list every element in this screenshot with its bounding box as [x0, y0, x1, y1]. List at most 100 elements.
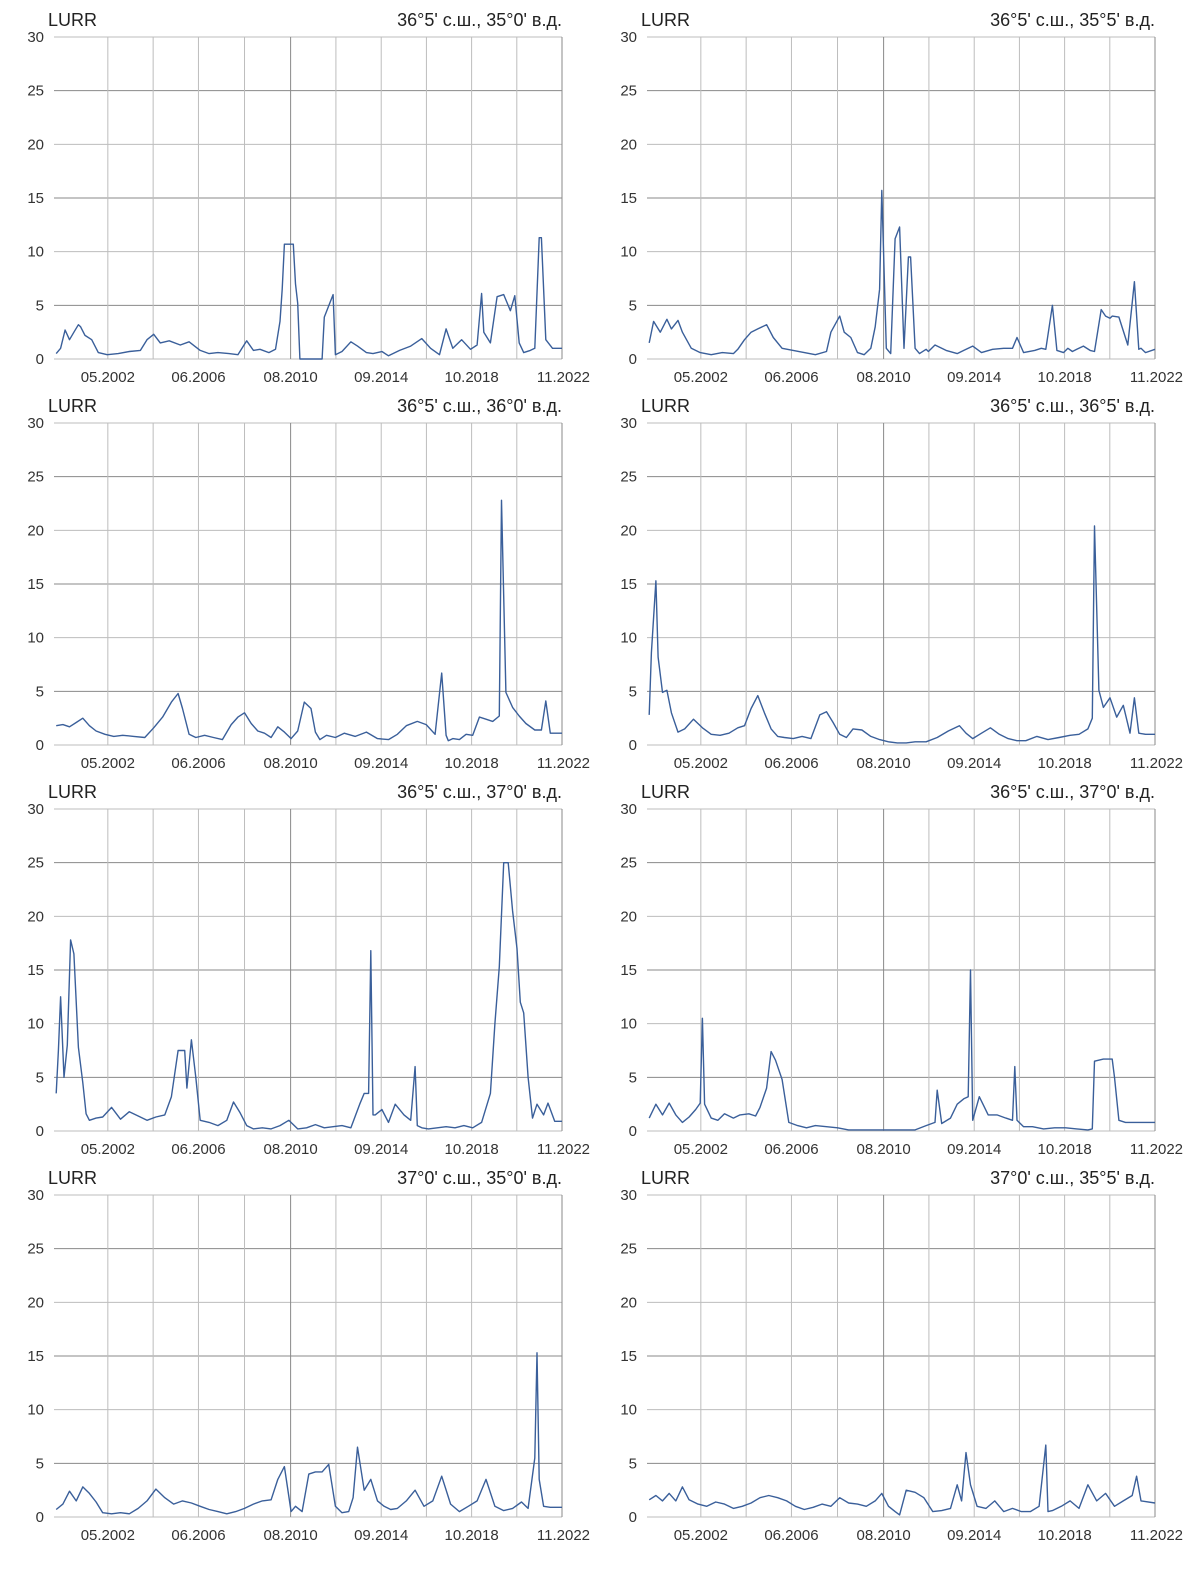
chart-svg: 0 5 10 15 20 25 30 05.2002 06.2006 08.2010 09.2014…	[620, 782, 1183, 1158]
x-tick-label: 06.2006	[764, 755, 818, 772]
y-tick-label: 5	[36, 297, 44, 314]
y-tick-label: 30	[620, 415, 637, 432]
chart-panel: 0 5 10 15 20 25 30 05.2002 06.2006 08.2010 09.2014…	[593, 0, 1185, 386]
y-tick-label: 30	[27, 1187, 44, 1204]
y-tick-label: 30	[27, 801, 44, 818]
y-tick-label: 20	[620, 136, 637, 153]
chart-title: LURR	[641, 1168, 690, 1188]
series-line	[55, 1352, 562, 1515]
x-tick-label: 05.2002	[674, 1141, 728, 1158]
y-tick-label: 25	[620, 83, 637, 100]
x-tick-label: 06.2006	[764, 369, 818, 386]
y-tick-label: 5	[629, 1069, 637, 1086]
x-tick-label: 11.2022	[537, 1141, 590, 1158]
x-tick-label: 08.2010	[856, 755, 910, 772]
x-tick-label: 10.2018	[1037, 1527, 1091, 1544]
y-tick-label: 15	[27, 962, 44, 979]
chart-panel: 0 5 10 15 20 25 30 05.2002 06.2006 08.2010 09.2014…	[593, 772, 1185, 1158]
y-tick-label: 5	[36, 1455, 44, 1472]
series-line	[648, 1444, 1156, 1516]
x-tick-label: 09.2014	[947, 755, 1001, 772]
chart-subtitle: 36°5' с.ш., 37°0' в.д.	[990, 782, 1155, 802]
y-tick-label: 15	[27, 190, 44, 207]
x-tick-label: 09.2014	[354, 1141, 408, 1158]
x-tick-label: 09.2014	[354, 755, 408, 772]
x-tick-label: 11.2022	[1130, 1527, 1183, 1544]
y-tick-label: 20	[620, 522, 637, 539]
x-tick-label: 05.2002	[81, 755, 135, 772]
chart-panel: 0 5 10 15 20 25 30 05.2002 06.2006 08.2010 09.2014…	[593, 1158, 1185, 1544]
chart-svg: 0 5 10 15 20 25 30 05.2002 06.2006 08.2010 09.2014…	[27, 396, 590, 772]
y-tick-label: 20	[620, 1294, 637, 1311]
y-tick-label: 0	[36, 351, 44, 368]
x-tick-label: 09.2014	[947, 369, 1001, 386]
x-tick-label: 09.2014	[947, 1141, 1001, 1158]
chart-title: LURR	[48, 782, 97, 802]
y-tick-label: 5	[36, 1069, 44, 1086]
x-tick-label: 08.2010	[856, 1527, 910, 1544]
y-tick-label: 10	[27, 1402, 44, 1419]
y-tick-label: 0	[629, 1123, 637, 1140]
x-tick-label: 09.2014	[354, 369, 408, 386]
x-tick-label: 05.2002	[81, 1141, 135, 1158]
x-tick-label: 10.2018	[444, 1141, 498, 1158]
y-tick-label: 10	[620, 244, 637, 261]
x-tick-label: 08.2010	[263, 755, 317, 772]
chart-svg: 0 5 10 15 20 25 30 05.2002 06.2006 08.2010 09.2014…	[620, 1168, 1183, 1544]
y-tick-label: 25	[620, 469, 637, 486]
y-tick-label: 15	[27, 576, 44, 593]
x-tick-label: 10.2018	[1037, 755, 1091, 772]
x-tick-label: 11.2022	[537, 755, 590, 772]
x-tick-label: 08.2010	[856, 1141, 910, 1158]
x-tick-label: 06.2006	[171, 755, 225, 772]
chart-subtitle: 37°0' с.ш., 35°5' в.д.	[990, 1168, 1155, 1188]
y-tick-label: 5	[36, 683, 44, 700]
series-line	[648, 969, 1155, 1131]
x-tick-label: 05.2002	[674, 755, 728, 772]
x-tick-label: 09.2014	[947, 1527, 1001, 1544]
y-tick-label: 30	[27, 415, 44, 432]
chart-title: LURR	[48, 396, 97, 416]
x-tick-label: 10.2018	[1037, 369, 1091, 386]
y-tick-label: 25	[620, 1241, 637, 1258]
y-tick-label: 30	[620, 29, 637, 46]
y-tick-label: 25	[27, 83, 44, 100]
y-tick-label: 20	[27, 1294, 44, 1311]
series-line	[648, 525, 1155, 744]
chart-title: LURR	[641, 396, 690, 416]
x-tick-label: 10.2018	[444, 1527, 498, 1544]
y-tick-label: 10	[27, 244, 44, 261]
x-tick-label: 05.2002	[674, 369, 728, 386]
y-tick-label: 15	[27, 1348, 44, 1365]
y-tick-label: 25	[27, 1241, 44, 1258]
y-tick-label: 5	[629, 297, 637, 314]
y-tick-label: 25	[27, 855, 44, 872]
y-tick-label: 30	[27, 29, 44, 46]
x-tick-label: 06.2006	[171, 1527, 225, 1544]
y-tick-label: 10	[620, 1402, 637, 1419]
chart-subtitle: 37°0' с.ш., 35°0' в.д.	[397, 1168, 562, 1188]
y-tick-label: 0	[629, 1509, 637, 1526]
chart-subtitle: 36°5' с.ш., 37°0' в.д.	[397, 782, 562, 802]
chart-svg: 0 5 10 15 20 25 30 05.2002 06.2006 08.2010 09.2014…	[27, 1168, 590, 1544]
x-tick-label: 06.2006	[764, 1141, 818, 1158]
x-tick-label: 11.2022	[537, 1527, 590, 1544]
x-tick-label: 06.2006	[171, 1141, 225, 1158]
chart-title: LURR	[641, 10, 690, 30]
y-tick-label: 20	[27, 136, 44, 153]
chart-panel: 0 5 10 15 20 25 30 05.2002 06.2006 08.2010 09.2014…	[0, 772, 592, 1158]
x-tick-label: 08.2010	[856, 369, 910, 386]
y-tick-label: 20	[620, 908, 637, 925]
x-tick-label: 08.2010	[263, 369, 317, 386]
y-tick-label: 20	[27, 522, 44, 539]
y-tick-label: 15	[620, 962, 637, 979]
chart-panel: 0 5 10 15 20 25 30 05.2002 06.2006 08.2010 09.2014…	[0, 386, 592, 772]
y-tick-label: 15	[620, 1348, 637, 1365]
y-tick-label: 15	[620, 576, 637, 593]
y-tick-label: 0	[36, 1509, 44, 1526]
y-tick-label: 0	[629, 351, 637, 368]
chart-svg: 0 5 10 15 20 25 30 05.2002 06.2006 08.2010 09.2014…	[620, 10, 1183, 386]
chart-svg: 0 5 10 15 20 25 30 05.2002 06.2006 08.2010 09.2014…	[27, 782, 590, 1158]
y-tick-label: 15	[620, 190, 637, 207]
chart-panel: 0 5 10 15 20 25 30 05.2002 06.2006 08.2010 09.2014…	[0, 0, 592, 386]
